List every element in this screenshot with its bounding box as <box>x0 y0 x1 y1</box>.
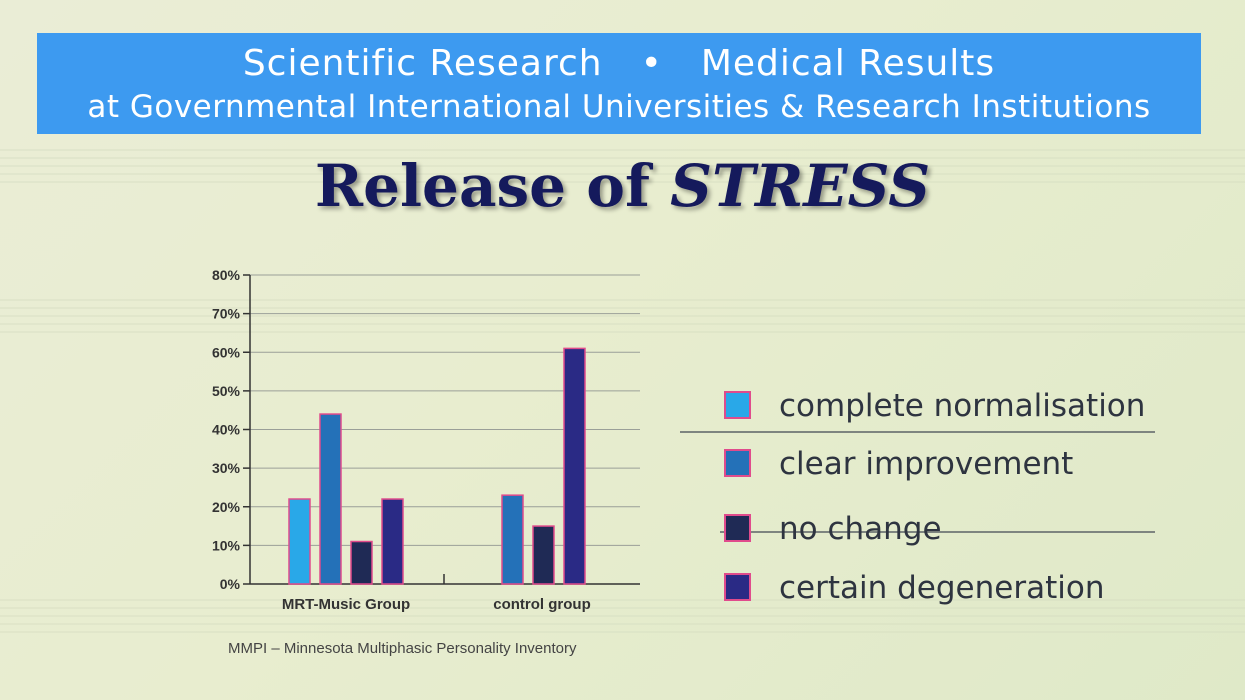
bar <box>319 413 342 585</box>
banner-line-2: at Governmental International Universiti… <box>87 89 1151 125</box>
banner-line-1: Scientific Research • Medical Results <box>37 43 1201 84</box>
bar <box>563 347 586 585</box>
chart-legend: complete normalisation clear improvement… <box>680 380 1160 610</box>
bar <box>501 494 524 585</box>
x-category-label: control group <box>493 596 591 613</box>
y-tick-label: 0% <box>220 576 241 592</box>
legend-divider <box>680 431 1155 433</box>
legend-swatch <box>724 573 751 601</box>
bar <box>381 498 404 585</box>
legend-label: certain degeneration <box>779 570 1105 606</box>
bar <box>350 540 373 585</box>
legend-swatch <box>724 514 751 542</box>
bar <box>288 498 311 585</box>
banner-bullet: • <box>640 43 663 84</box>
legend-swatch <box>724 391 751 419</box>
legend-label: no change <box>779 511 942 547</box>
y-tick-label: 70% <box>212 306 241 322</box>
y-tick-label: 80% <box>212 267 241 283</box>
y-tick-label: 60% <box>212 344 241 360</box>
y-tick-label: 40% <box>212 422 241 438</box>
y-tick-label: 30% <box>212 460 241 476</box>
banner-scientific-research: Scientific Research <box>242 43 603 84</box>
title-plain: Release of <box>314 152 650 220</box>
legend-divider <box>720 531 1155 533</box>
y-tick-label: 10% <box>212 537 241 553</box>
y-tick-label: 50% <box>212 383 241 399</box>
chart-caption: MMPI – Minnesota Multiphasic Personality… <box>228 640 577 657</box>
bar <box>532 525 555 585</box>
x-category-label: MRT-Music Group <box>282 596 410 613</box>
header-banner: Scientific Research • Medical Results at G… <box>37 33 1201 134</box>
page-title: Release of STRESS <box>0 152 1245 220</box>
bar-chart: 0% 10% 20% 30% 40% 50% 60% 70% 80% MRT-Music Grou… <box>212 267 640 613</box>
legend-label: clear improvement <box>779 446 1074 482</box>
y-tick-label: 20% <box>212 499 241 515</box>
title-emphasis: STRESS <box>670 152 931 220</box>
banner-medical-results: Medical Results <box>700 43 996 84</box>
legend-label: complete normalisation <box>779 388 1146 424</box>
legend-swatch <box>724 449 751 477</box>
